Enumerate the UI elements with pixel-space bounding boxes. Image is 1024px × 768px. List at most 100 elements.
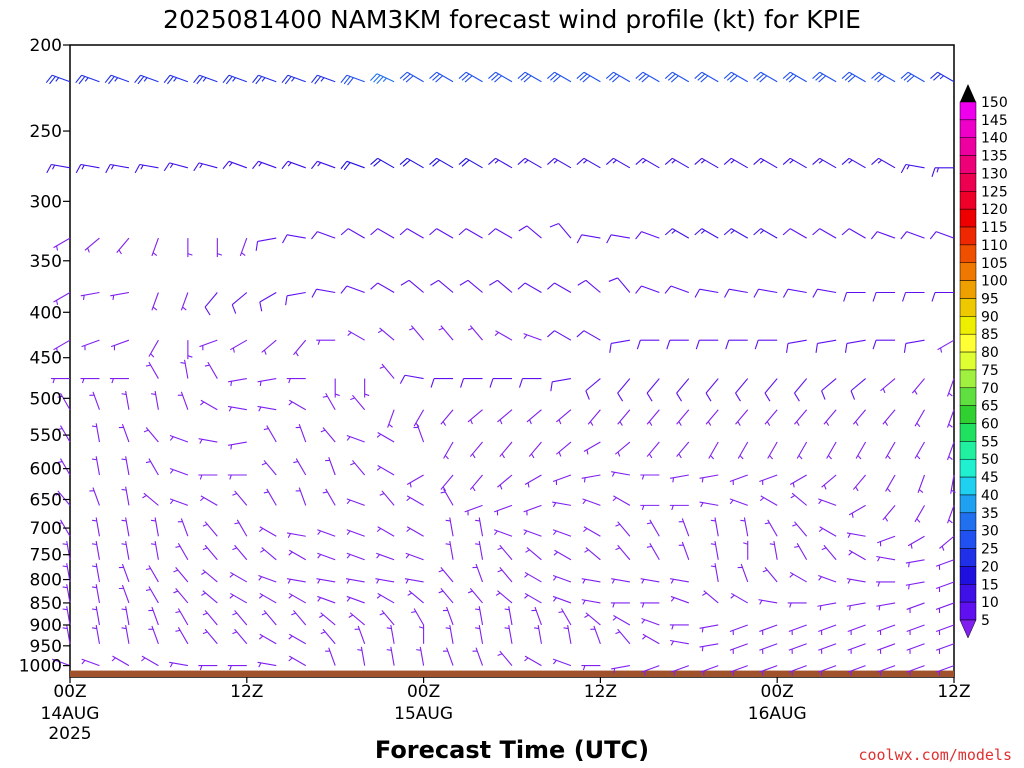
wind-barb [497,544,513,561]
barb-half-feather [612,602,615,608]
barb-half-feather [825,421,830,426]
barb-half-feather [187,355,193,358]
x-tick-label: 12Z [584,682,617,702]
wind-barb [729,624,748,636]
barb-half-feather [230,444,233,450]
barb-half-feather [56,245,59,251]
barb-feather [488,228,496,236]
barb-half-feather [648,453,653,459]
colorbar-label: 70 [981,381,999,397]
barb-half-feather [818,499,822,505]
wind-barb [169,435,189,443]
wind-barb [782,228,807,239]
wind-barb [202,628,218,645]
barb-half-feather [617,451,621,457]
barb-half-feather [494,332,499,336]
barb-feather [606,234,612,244]
wind-barb [430,279,454,293]
barb-feather [284,76,292,85]
barb-staff [526,225,542,239]
wind-barb [576,71,601,83]
barb-half-feather [62,586,68,589]
barb-feather [405,75,414,83]
wind-barb [407,590,424,604]
barb-staff [819,228,837,239]
barb-half-feather [258,635,264,640]
wind-barb [576,330,601,341]
barb-feather [340,74,348,84]
barb-half-feather [288,378,291,384]
barb-half-feather [671,229,676,234]
barb-feather [134,74,141,84]
barb-half-feather [57,395,63,398]
barb-half-feather [442,421,447,426]
colorbar-bottom-arrow [959,619,977,639]
wind-barb [318,612,336,626]
colorbar-label: 60 [981,417,999,433]
barb-half-feather [150,519,156,522]
wind-barb [467,588,483,604]
wind-barb [370,228,395,239]
wind-barb [876,602,896,611]
wind-barb [488,157,513,169]
wind-barb [177,391,189,410]
wind-barb [646,441,660,459]
wind-barb [846,532,866,538]
barb-half-feather [558,451,562,457]
y-tick-label: 350 [30,252,62,272]
wind-barb [346,498,365,506]
wind-barb [263,425,277,443]
y-axis: 200 250 300 350 400 450 500 550 600 650 700 750 800 8… [19,36,70,677]
wind-barb [669,474,689,483]
wind-barb [293,339,307,357]
barb-half-feather [847,579,851,584]
wind-barb [493,529,513,537]
barb-staff [817,288,837,294]
barb-half-feather [201,592,206,596]
wind-barb [789,571,807,583]
barb-feather [400,279,410,286]
colorbar-swatch [959,369,977,389]
wind-barb [406,474,424,488]
barb-feather [520,73,529,81]
wind-barb [75,74,100,85]
barb-feather [930,71,938,79]
wind-barb [723,157,749,169]
wind-barb [150,540,159,560]
wind-barb [104,74,130,85]
barb-half-feather [202,523,208,527]
barb-feather [786,343,789,353]
wind-barb [180,292,189,311]
wind-barb [475,624,484,644]
credit-text[interactable]: coolwx.com/models [858,746,1012,764]
barb-half-feather [707,421,712,426]
barb-feather [729,75,738,83]
barb-half-feather [288,551,293,556]
colorbar-swatch [959,548,977,567]
colorbar-swatch [959,191,977,210]
barb-staff [495,228,513,239]
wind-barb [406,526,424,537]
wind-barb [340,74,365,86]
barb-half-feather [882,388,886,394]
barb-feather [523,75,532,83]
wind-barb [550,378,572,392]
barb-feather [576,71,585,79]
wind-barb [163,74,189,85]
barb-feather [933,73,941,81]
wind-barb [229,571,248,583]
barb-half-feather [671,159,676,164]
barb-feather [281,160,289,170]
barb-half-feather [766,421,771,426]
wind-barb [635,157,660,169]
colorbar-swatch [959,441,977,460]
wind-barb [906,624,925,636]
barb-feather [900,231,908,240]
barb-half-feather [52,659,56,665]
barb-feather [222,160,230,170]
barb-half-feather [798,455,803,460]
wind-barb [348,612,366,626]
barb-half-feather [523,334,528,339]
wind-barb [611,578,630,584]
barb-half-feather [584,614,589,618]
